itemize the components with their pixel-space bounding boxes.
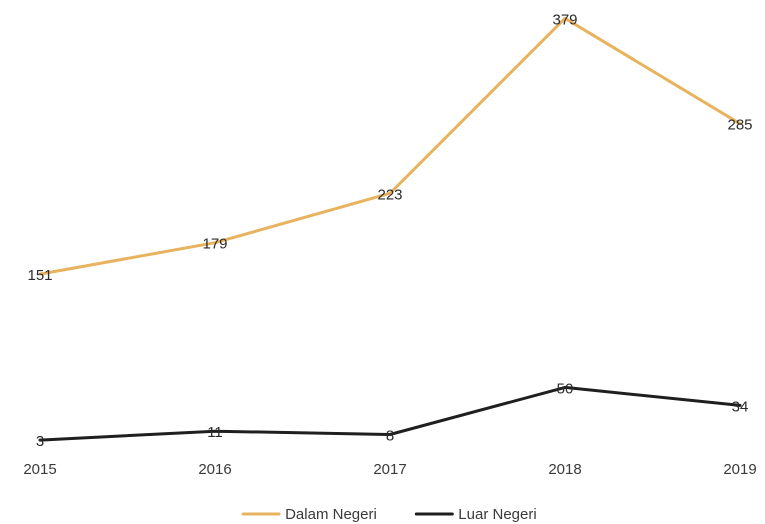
series-line-dalam-negeri <box>38 16 742 276</box>
series-layer <box>38 16 742 442</box>
series-line-luar-negeri <box>38 385 742 442</box>
data-label-luar-negeri: 34 <box>732 398 749 415</box>
data-label-luar-negeri: 50 <box>557 380 574 397</box>
x-tick-label: 2017 <box>373 461 406 478</box>
x-axis: 2015 2016 2017 2018 2019 <box>23 461 756 478</box>
x-tick-label: 2015 <box>23 461 56 478</box>
data-label-luar-negeri: 3 <box>36 433 44 450</box>
data-labels: 151 179 223 379 285 3 11 8 50 34 <box>27 11 752 450</box>
data-label-dalam-negeri: 285 <box>727 117 752 134</box>
x-tick-label: 2018 <box>548 461 581 478</box>
data-label-dalam-negeri: 223 <box>377 186 402 203</box>
x-tick-label: 2016 <box>198 461 231 478</box>
data-label-luar-negeri: 8 <box>386 428 394 445</box>
legend-label-dalam-negeri: Dalam Negeri <box>285 506 377 523</box>
data-label-dalam-negeri: 179 <box>202 236 227 253</box>
data-label-dalam-negeri: 379 <box>552 11 577 28</box>
data-label-dalam-negeri: 151 <box>27 267 52 284</box>
x-tick-label: 2019 <box>723 461 756 478</box>
legend-label-luar-negeri: Luar Negeri <box>458 506 536 523</box>
legend: Dalam Negeri Luar Negeri <box>241 506 537 523</box>
data-label-luar-negeri: 11 <box>207 424 223 441</box>
